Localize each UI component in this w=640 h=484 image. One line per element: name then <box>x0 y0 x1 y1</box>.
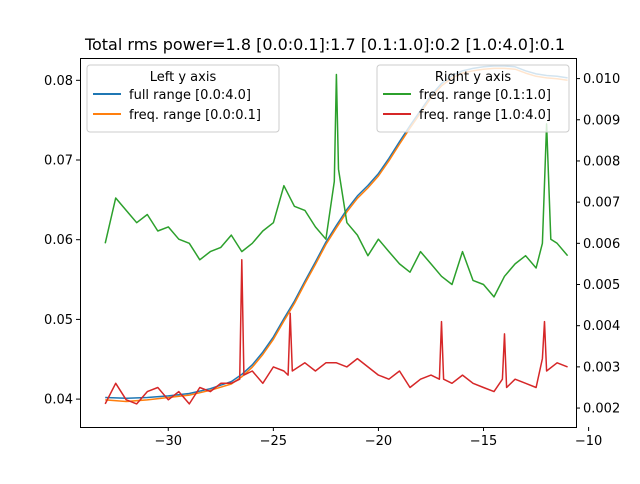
x-tick-label: −15 <box>470 434 497 449</box>
y-right-tick-label: 0.003 <box>583 360 620 375</box>
y-right-tick-label: 0.002 <box>583 402 620 417</box>
legend-box-1 <box>86 64 280 133</box>
x-tick-label: −25 <box>260 434 287 449</box>
series-line-4 <box>104 259 568 405</box>
legend-label: freq. range [0.0:0.1] <box>129 108 261 123</box>
legend-title: Left y axis <box>150 70 217 85</box>
y-right-tick-label: 0.004 <box>583 319 620 334</box>
x-tick-label: −10 <box>575 434 602 449</box>
legend-label: full range [0.0:4.0] <box>129 88 251 103</box>
y-right-tick-label: 0.010 <box>583 72 620 87</box>
y-right-tick-label: 0.007 <box>583 196 620 211</box>
x-tick-label: −20 <box>365 434 392 449</box>
legend-layer: Left y axis full range [0.0:4.0] freq. ran… <box>86 64 570 133</box>
y-left-tick-label: 0.04 <box>44 393 73 408</box>
y-left-tick-label: 0.08 <box>44 74 73 89</box>
legend-box-2 <box>376 64 570 133</box>
y-left-tick-label: 0.07 <box>44 154 73 169</box>
series-line-3 <box>104 73 569 298</box>
legend-title: Right y axis <box>435 70 511 85</box>
x-tick-label: −30 <box>155 434 182 449</box>
chart-title: Total rms power=1.8 [0.0:0.1]:1.7 [0.1:1… <box>84 35 565 54</box>
y-left-tick-label: 0.05 <box>44 313 73 328</box>
legend-label: freq. range [1.0:4.0] <box>419 108 551 123</box>
legend-label: freq. range [0.1:1.0] <box>419 88 551 103</box>
y-right-tick-label: 0.008 <box>583 154 620 169</box>
y-left-tick-label: 0.06 <box>44 233 73 248</box>
axes-layer: −30 −25 −20 −15 −10 0.04 0.05 0.06 0.07 0.08 0.002… <box>44 72 620 449</box>
y-right-tick-label: 0.006 <box>583 237 620 252</box>
y-right-tick-label: 0.005 <box>583 278 620 293</box>
y-right-tick-label: 0.009 <box>583 113 620 128</box>
